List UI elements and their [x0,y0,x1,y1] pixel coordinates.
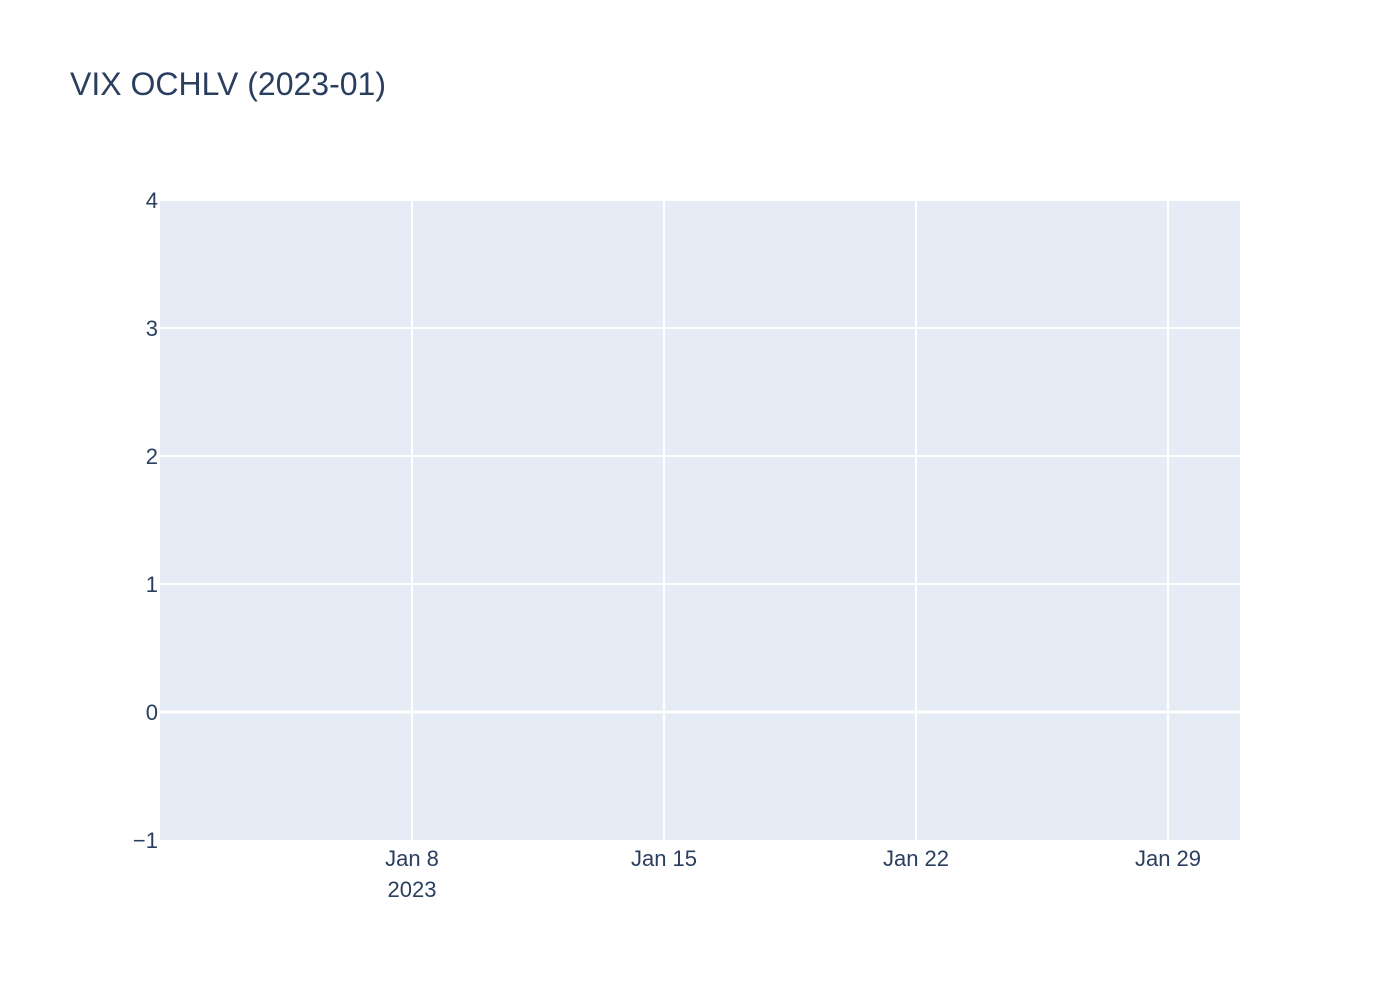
y-tick-label: −1 [133,828,158,853]
chart-title: VIX OCHLV (2023-01) [70,66,386,102]
x-tick-sublabel: 2023 [388,877,437,902]
x-gridlines [411,200,1169,840]
x-tick-label: Jan 15 [631,846,697,871]
x-axis: Jan 8 2023 Jan 15 Jan 22 Jan 29 [385,846,1201,902]
x-tick-label: Jan 8 [385,846,439,871]
y-axis: −1 0 1 2 3 4 [133,188,158,853]
y-tick-label: 4 [146,188,158,213]
y-tick-label: 0 [146,700,158,725]
x-tick-label: Jan 22 [883,846,949,871]
x-tick-label: Jan 29 [1135,846,1201,871]
y-tick-label: 3 [146,316,158,341]
y-gridlines [160,199,1240,714]
y-tick-label: 1 [146,572,158,597]
plot-area [160,200,1240,840]
y-tick-label: 2 [146,444,158,469]
